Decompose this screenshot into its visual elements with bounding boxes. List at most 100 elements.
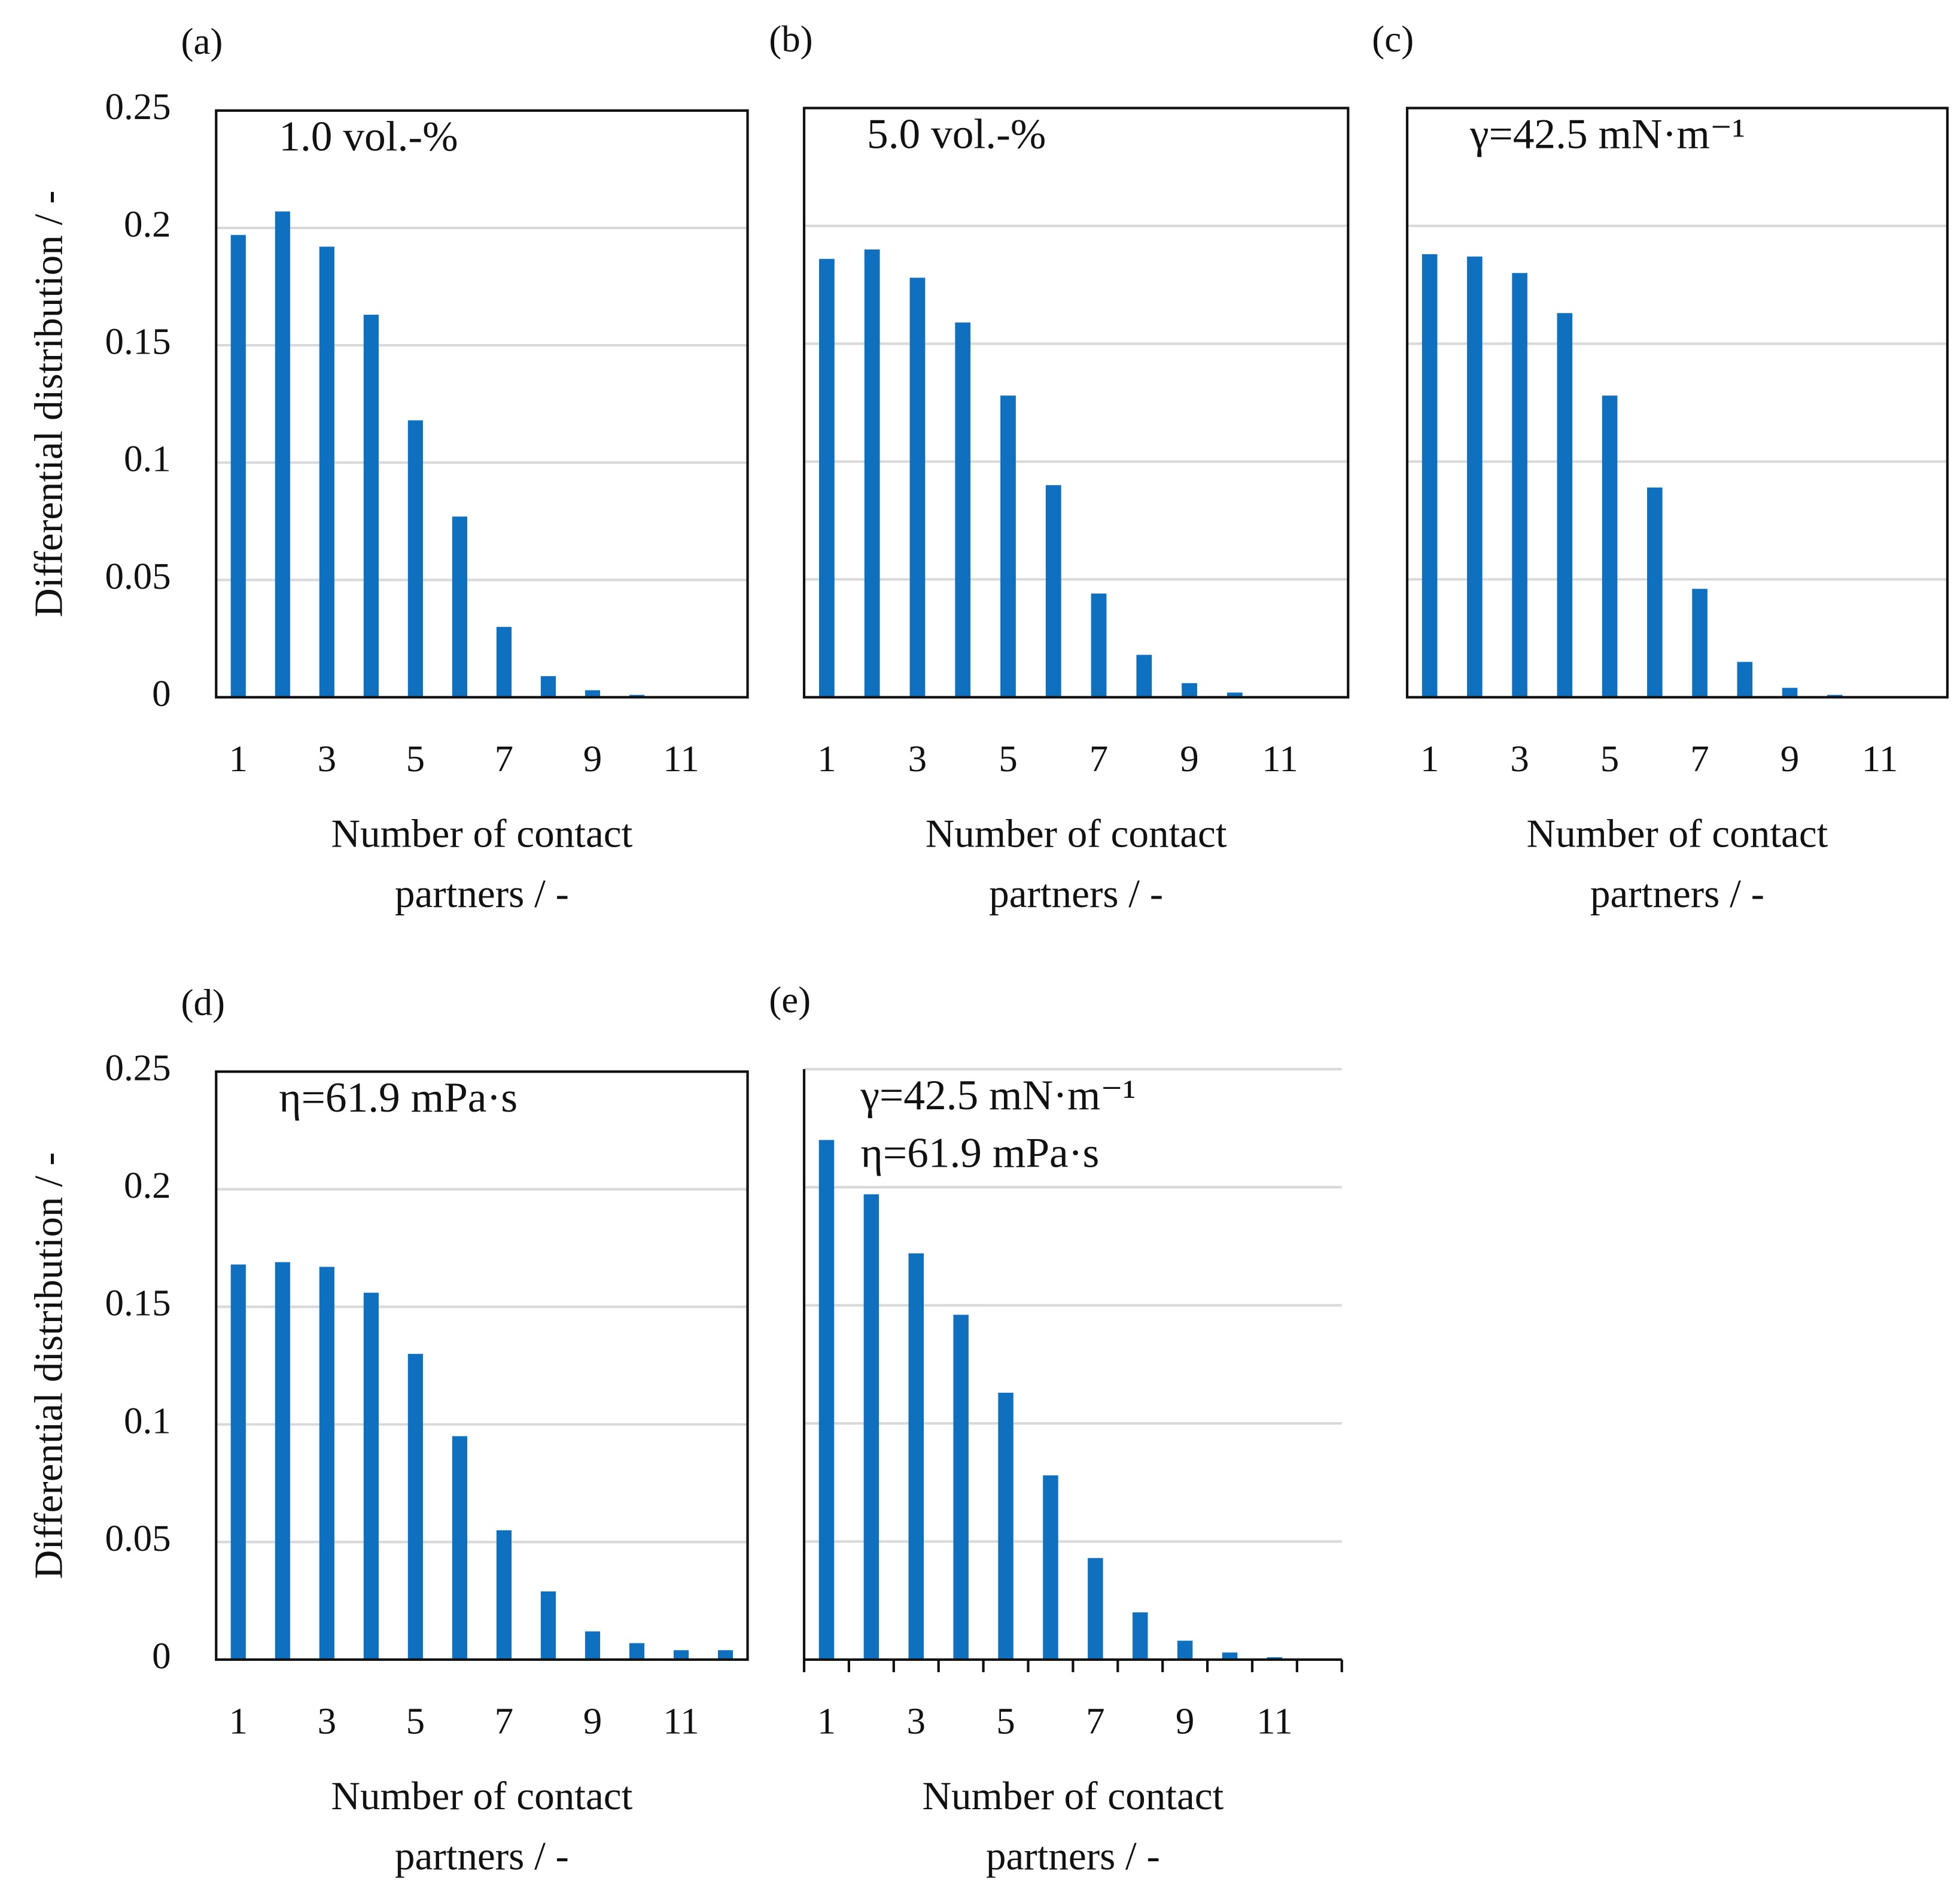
- plot-frame: [802, 106, 1350, 699]
- bar: [540, 1591, 556, 1660]
- bar: [998, 1392, 1014, 1660]
- bar: [717, 1650, 734, 1660]
- x-axis-label: Number of contact partners / -: [922, 1772, 1224, 1879]
- bar: [319, 1267, 334, 1660]
- bar: [1091, 594, 1107, 698]
- chart-panel: (b) 5.0 vol.-% 1 3 5 7 9 11 Number of contact pa…: [769, 18, 1350, 916]
- bar: [864, 249, 880, 698]
- x-tick-label: 11: [663, 738, 699, 780]
- bar: [496, 1530, 512, 1660]
- y-tick-label: 0.25: [105, 86, 171, 127]
- x-tick-label: 9: [583, 738, 602, 780]
- x-axis-label-box: Number of contact partners / -: [922, 1772, 1224, 1879]
- x-tick-label: 1: [1420, 738, 1439, 780]
- y-tick-label: 0.25: [105, 1047, 171, 1089]
- x-tick-label: 7: [1690, 738, 1709, 780]
- bar: [1133, 1612, 1148, 1660]
- bar: [819, 258, 835, 698]
- bar: [1602, 395, 1618, 698]
- annotation: η=61.9 mPa·s: [861, 1129, 1100, 1176]
- bar: [673, 1650, 689, 1660]
- bar: [496, 626, 512, 698]
- x-tick-label: 7: [495, 738, 514, 780]
- bar: [1222, 1652, 1238, 1660]
- x-axis-label: Number of contact partners / -: [331, 810, 633, 916]
- panel-label: (a): [181, 20, 223, 62]
- panel-label: (b): [769, 18, 812, 60]
- panel-label: (e): [769, 979, 811, 1021]
- bar: [953, 1314, 969, 1660]
- annotation: γ=42.5 mN·m⁻¹: [860, 1072, 1136, 1119]
- x-tick-label: 1: [229, 1700, 248, 1742]
- x-axis-label-box: Number of contact partners / -: [1526, 810, 1828, 916]
- bar: [1045, 485, 1061, 698]
- x-axis-label-box: Number of contact partners / -: [331, 1773, 633, 1878]
- x-tick-label: 3: [318, 1700, 336, 1742]
- x-tick-label: 5: [999, 738, 1018, 780]
- bar: [230, 1264, 246, 1660]
- bar: [1737, 662, 1753, 698]
- y-tick-label: 0.2: [124, 1164, 171, 1206]
- x-tick-label: 9: [1781, 738, 1800, 780]
- plot-frame: [215, 1070, 749, 1661]
- y-tick-label: 0: [152, 672, 171, 714]
- bar: [1467, 256, 1483, 698]
- bar: [319, 246, 334, 698]
- x-axis-label: Number of contact partners / -: [1526, 810, 1828, 916]
- bar: [275, 211, 290, 698]
- x-tick-label: 3: [907, 1700, 926, 1742]
- x-tick-label: 11: [1862, 738, 1898, 780]
- x-tick-label: 7: [1086, 1700, 1105, 1742]
- bar: [1226, 692, 1243, 698]
- panel-label: (c): [1372, 18, 1414, 60]
- chart-panel: (d) η=61.9 mPa·s 0 0.05 0.1 0.15 0.2 0.25 Differ…: [26, 981, 749, 1878]
- x-tick-label: 9: [1176, 1700, 1195, 1742]
- bar: [1182, 683, 1197, 698]
- bar: [909, 278, 926, 698]
- bar: [1782, 687, 1798, 698]
- bar: [540, 676, 556, 698]
- bar: [1557, 313, 1573, 698]
- chart-panel: (a) 1.0 vol.-% 0 0.05 0.1 0.15 0.2 0.25 Differen…: [26, 20, 749, 916]
- y-tick-label: 0.1: [124, 1399, 171, 1441]
- x-axis-label: Number of contact partners / -: [925, 810, 1227, 916]
- y-tick-label: 0.05: [105, 1517, 171, 1559]
- bar: [1088, 1558, 1103, 1660]
- bar: [908, 1253, 924, 1660]
- x-tick-label: 1: [817, 738, 836, 780]
- bar: [863, 1194, 879, 1660]
- annotation: γ=42.5 mN·m⁻¹: [1469, 110, 1745, 157]
- x-tick-label: 5: [1600, 738, 1620, 780]
- bar: [1422, 254, 1438, 698]
- bar: [1647, 487, 1663, 698]
- plot-frame: [1405, 106, 1949, 699]
- bar: [363, 1292, 379, 1660]
- annotation: 1.0 vol.-%: [279, 113, 458, 160]
- x-tick-label: 1: [229, 738, 248, 780]
- bar: [955, 322, 971, 698]
- x-tick-label: 11: [1256, 1700, 1293, 1742]
- chart-panel: (c) γ=42.5 mN·m⁻¹ 1 3 5 7 9 11 Number of contact…: [1372, 18, 1949, 916]
- x-tick-label: 9: [583, 1700, 602, 1742]
- y-tick-label: 0.15: [105, 1282, 171, 1324]
- x-tick-label: 7: [1089, 738, 1109, 780]
- annotation: η=61.9 mPa·s: [279, 1074, 518, 1121]
- y-tick-label: 0.15: [105, 320, 171, 362]
- bar: [407, 420, 423, 698]
- bar: [1512, 273, 1527, 698]
- plot-frame: [215, 109, 749, 699]
- bar: [452, 1436, 467, 1660]
- bar: [452, 516, 467, 698]
- y-tick-label: 0.05: [105, 555, 171, 597]
- bar: [407, 1353, 423, 1660]
- y-tick-label: 0: [152, 1635, 171, 1676]
- bar: [363, 315, 379, 698]
- annotation: 5.0 vol.-%: [867, 110, 1046, 157]
- x-tick-label: 3: [908, 738, 927, 780]
- x-tick-label: 5: [406, 738, 425, 780]
- bar: [1692, 589, 1708, 698]
- bar: [1043, 1475, 1058, 1660]
- x-tick-label: 11: [1262, 738, 1298, 780]
